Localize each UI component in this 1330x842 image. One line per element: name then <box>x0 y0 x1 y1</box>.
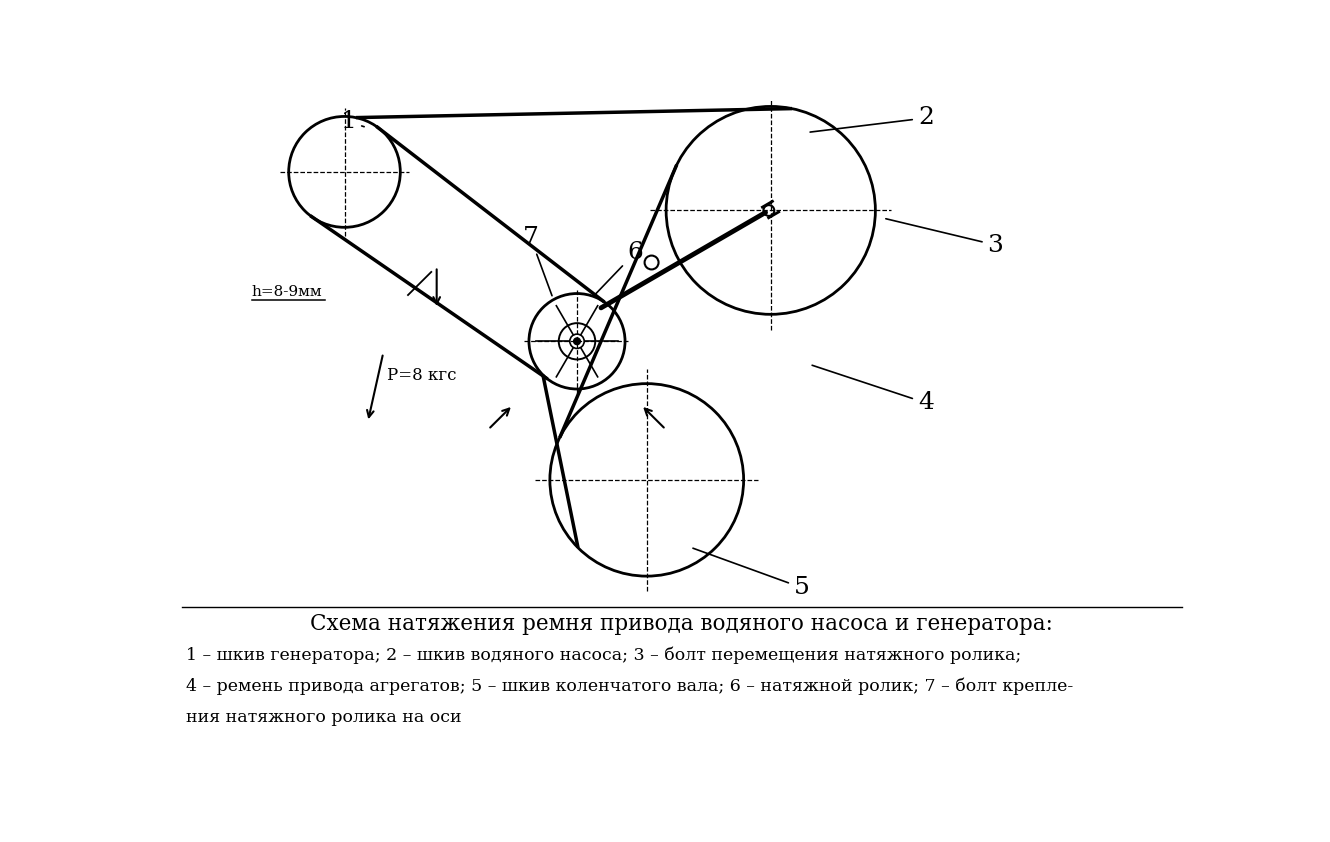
Text: ния натяжного ролика на оси: ния натяжного ролика на оси <box>186 709 462 726</box>
Text: 4 – ремень привода агрегатов; 5 – шкив коленчатого вала; 6 – натяжной ролик; 7 –: 4 – ремень привода агрегатов; 5 – шкив к… <box>186 678 1073 695</box>
Circle shape <box>573 338 580 344</box>
Text: h=8-9мм: h=8-9мм <box>251 285 322 299</box>
Text: Схема натяжения ремня привода водяного насоса и генератора:: Схема натяжения ремня привода водяного н… <box>310 613 1053 635</box>
Text: 1: 1 <box>340 110 364 133</box>
Text: 4: 4 <box>813 365 934 414</box>
Text: Р=8 кгс: Р=8 кгс <box>387 367 456 385</box>
Text: 5: 5 <box>693 548 810 600</box>
Text: 7: 7 <box>523 226 552 296</box>
Text: 6: 6 <box>593 241 644 296</box>
Text: 3: 3 <box>886 219 1003 257</box>
Text: 1 – шкив генератора; 2 – шкив водяного насоса; 3 – болт перемещения натяжного ро: 1 – шкив генератора; 2 – шкив водяного н… <box>186 647 1021 664</box>
Text: 2: 2 <box>810 106 934 132</box>
